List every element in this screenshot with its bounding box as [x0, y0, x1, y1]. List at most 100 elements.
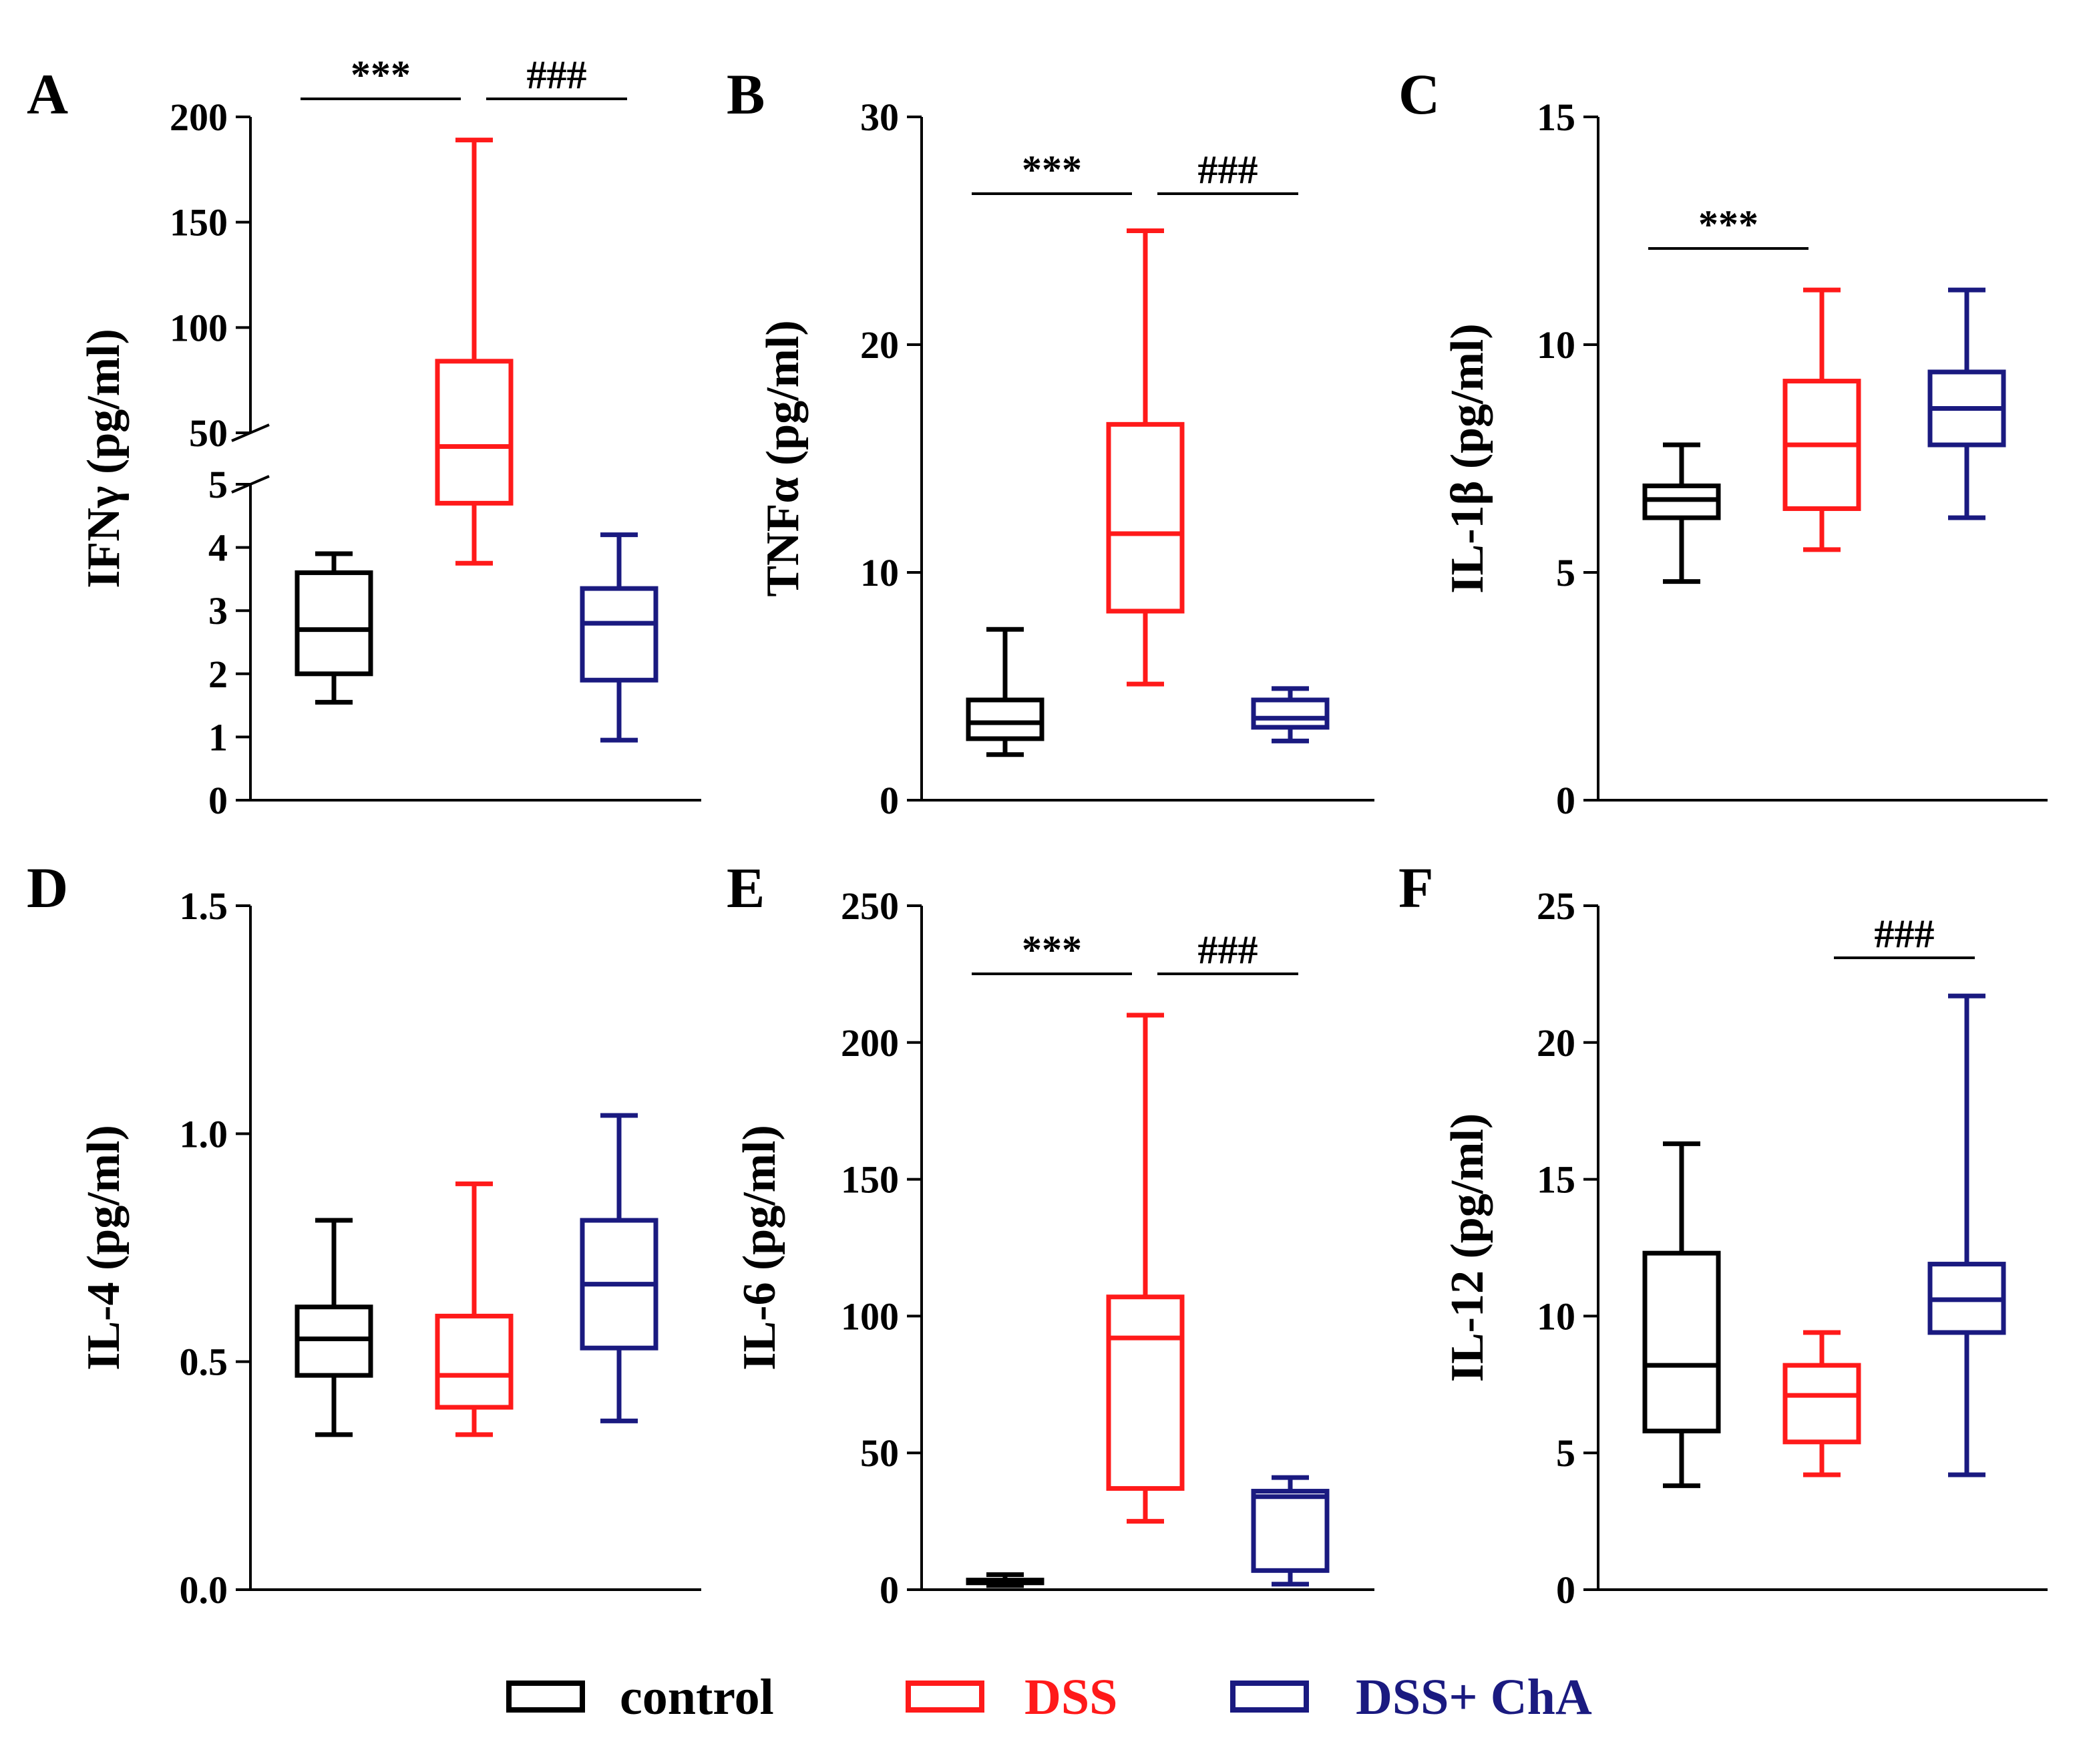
y-tick-label: 200 [170, 96, 228, 139]
box-control [295, 551, 373, 705]
legend-item-dsscha: DSS+ ChA [1230, 1669, 1592, 1725]
y-tick-label: 0 [880, 779, 899, 822]
panel-F: 0 5 10 15 20 25 IL-12 (pg/ml) F ### [1398, 856, 2048, 1612]
box-iqr [1782, 1363, 1861, 1445]
y-tick-label: 10 [860, 551, 899, 594]
y-axis-title: IFNγ (pg/ml) [78, 329, 130, 588]
y-tick-label: 0.5 [180, 1341, 228, 1384]
box-dss [1782, 1330, 1861, 1477]
y-tick-label: 5 [208, 463, 228, 506]
box-iqr [435, 1313, 514, 1410]
box-iqr [1251, 1489, 1330, 1573]
box-control [1642, 442, 1721, 584]
box-iqr [435, 359, 514, 506]
significance-label: *** [1698, 202, 1758, 246]
legend-label: control [620, 1669, 774, 1725]
y-tick-label: 5 [1556, 551, 1575, 594]
panel-letter: D [27, 856, 68, 920]
significance-label: ### [1198, 148, 1258, 192]
box-control [966, 627, 1044, 757]
y-tick-label: 0 [880, 1568, 899, 1612]
panel-B: 0 10 20 30 TNFα (pg/ml) B *** ### [727, 62, 1374, 822]
box-iqr [580, 586, 658, 683]
y-tick-label: 150 [841, 1158, 899, 1202]
y-axis-title: IL-12 (pg/ml) [1442, 1113, 1493, 1383]
y-tick-label: 4 [208, 526, 228, 570]
box-iqr [1106, 421, 1185, 614]
box-dsscha [1251, 1475, 1330, 1587]
panel-E: 0 50 100 150 200 250 IL-6 (pg/ml) E *** ### [727, 856, 1374, 1612]
legend-label: DSS+ ChA [1356, 1669, 1592, 1725]
legend-swatch [1230, 1681, 1309, 1713]
y-tick-label: 2 [208, 653, 228, 696]
panel-letter: A [27, 62, 68, 126]
panel-D: 0.0 0.5 1.0 1.5 IL-4 (pg/ml) D [27, 856, 701, 1612]
box-dss [435, 138, 514, 566]
legend-swatch [506, 1681, 585, 1713]
legend-swatch [906, 1681, 984, 1713]
legend-item-control: control [506, 1669, 774, 1725]
panel-letter: F [1398, 856, 1434, 920]
y-tick-label: 25 [1537, 884, 1575, 928]
y-tick-label: 15 [1537, 96, 1575, 139]
box-dsscha [580, 532, 658, 743]
legend-item-dss: DSS [906, 1669, 1117, 1725]
y-tick-label: 3 [208, 589, 228, 633]
box-dss [1782, 287, 1861, 552]
box-iqr [1106, 1294, 1185, 1491]
y-tick-label: 15 [1537, 1158, 1575, 1202]
y-tick-label: 100 [841, 1294, 899, 1338]
box-iqr [1251, 697, 1330, 730]
box-control [1642, 1141, 1721, 1488]
y-tick-label: 0.0 [180, 1568, 228, 1612]
significance-label: *** [351, 53, 411, 97]
legend-label: DSS [1024, 1669, 1117, 1725]
y-tick-label: 20 [860, 323, 899, 367]
y-tick-label: 200 [841, 1021, 899, 1065]
box-dsscha [1927, 287, 2006, 520]
box-control [966, 1572, 1044, 1588]
y-tick-label: 30 [860, 96, 899, 139]
box-iqr [295, 570, 373, 677]
y-tick-label: 5 [1556, 1431, 1575, 1475]
legend: control DSS DSS+ ChA [506, 1669, 1592, 1725]
box-dss [1106, 228, 1185, 687]
box-control [295, 1218, 373, 1437]
box-dsscha [1251, 686, 1330, 743]
box-dss [435, 1181, 514, 1437]
y-tick-label: 10 [1537, 1294, 1575, 1338]
significance-label: *** [1022, 148, 1082, 192]
significance-label: ### [1875, 912, 1935, 956]
significance-label: ### [527, 53, 587, 97]
panel-letter: E [727, 856, 765, 920]
y-tick-label: 150 [170, 201, 228, 244]
significance-label: *** [1022, 928, 1082, 972]
y-tick-label: 50 [189, 411, 228, 455]
y-tick-label: 100 [170, 306, 228, 349]
y-tick-label: 50 [860, 1431, 899, 1475]
y-axis-title: IL-1β (pg/ml) [1442, 323, 1493, 593]
y-tick-label: 1 [208, 715, 228, 759]
panel-A: 0 1 2 3 4 5 50 100 150 200 IFNγ (pg/ml) A *** ### [27, 53, 701, 822]
box-iqr [966, 697, 1044, 741]
panel-C: 0 5 10 15 IL-1β (pg/ml) C *** [1398, 62, 2048, 822]
y-axis-title: IL-4 (pg/ml) [78, 1125, 130, 1371]
y-axis-title: IL-6 (pg/ml) [734, 1125, 785, 1371]
y-tick-label: 1.5 [180, 884, 228, 928]
panel-letter: B [727, 62, 765, 126]
significance-label: ### [1198, 928, 1258, 972]
y-axis-title: TNFα (pg/ml) [757, 320, 809, 596]
box-iqr [1642, 1250, 1721, 1433]
y-tick-label: 0 [208, 779, 228, 822]
box-dss [1106, 1013, 1185, 1524]
y-tick-label: 0 [1556, 1568, 1575, 1612]
y-tick-label: 0 [1556, 779, 1575, 822]
box-dsscha [1927, 993, 2006, 1477]
y-tick-label: 250 [841, 884, 899, 928]
y-tick-label: 20 [1537, 1021, 1575, 1065]
box-dsscha [580, 1113, 658, 1423]
y-tick-label: 10 [1537, 323, 1575, 367]
panel-letter: C [1398, 62, 1440, 126]
